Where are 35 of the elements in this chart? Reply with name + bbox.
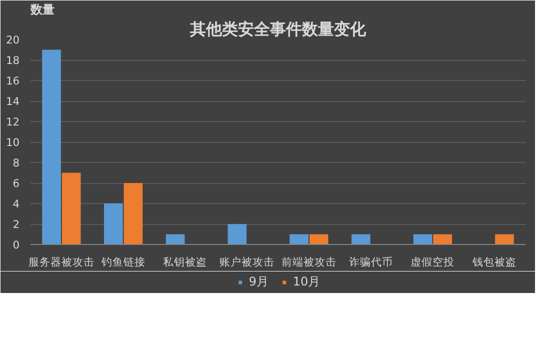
y-tick-label: 6 bbox=[12, 177, 20, 190]
x-tick-label: 钓鱼链接 bbox=[100, 256, 146, 268]
y-tick-label: 12 bbox=[6, 116, 20, 128]
y-tick-label: 8 bbox=[12, 156, 20, 170]
x-tick-label: 虚假空投 bbox=[410, 256, 455, 268]
bar bbox=[124, 183, 143, 244]
x-tick-label: 账户被攻击 bbox=[220, 256, 275, 268]
legend-label: 10月 bbox=[292, 274, 320, 290]
bar bbox=[62, 172, 81, 244]
bar bbox=[228, 224, 247, 244]
bar bbox=[433, 234, 452, 244]
y-axis-title: 数量 bbox=[30, 2, 54, 16]
y-tick-label: 14 bbox=[6, 95, 20, 108]
y-tick-label: 20 bbox=[6, 34, 20, 46]
x-tick-label: 服务器被攻击 bbox=[28, 256, 94, 268]
bar bbox=[352, 234, 370, 244]
chart-title: 其他类安全事件数量变化 bbox=[189, 20, 367, 38]
bar bbox=[42, 50, 61, 244]
bar bbox=[309, 234, 328, 244]
y-tick-label: 10 bbox=[6, 136, 20, 149]
y-tick-label: 2 bbox=[12, 218, 20, 231]
legend-label: 9月 bbox=[248, 274, 269, 290]
x-tick-label: 私钥被盗 bbox=[163, 256, 208, 268]
bar bbox=[413, 234, 432, 244]
y-tick-label: 4 bbox=[12, 198, 20, 210]
bar bbox=[166, 234, 185, 244]
x-tick-label: 前端被攻击 bbox=[281, 256, 336, 268]
bar bbox=[290, 234, 308, 244]
y-tick-label: 0 bbox=[12, 238, 20, 252]
x-tick-label: 钱包被盗 bbox=[472, 256, 517, 268]
x-tick-label: 诈骗代币 bbox=[348, 256, 393, 268]
y-tick-label: 18 bbox=[6, 54, 20, 67]
y-tick-label: 16 bbox=[6, 74, 20, 88]
bar bbox=[495, 234, 514, 244]
bar bbox=[104, 204, 123, 244]
